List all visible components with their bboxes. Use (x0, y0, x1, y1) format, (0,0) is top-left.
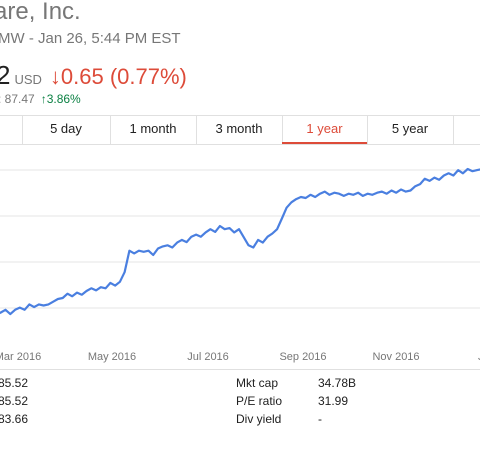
stat-low-value: 83.66 (0, 412, 29, 426)
chart-gridlines (0, 169, 480, 309)
currency-label: USD (14, 72, 42, 87)
x-tick-label: Nov 2016 (372, 351, 419, 363)
tab-divider (367, 116, 368, 144)
stat-high-value: 85.52 (0, 394, 29, 408)
tab-3-month[interactable]: 3 month (215, 121, 263, 136)
range-tabs: 5 day 1 month 3 month 1 year 5 year (0, 115, 480, 145)
x-tick-label: Sep 2016 (279, 351, 326, 363)
tab-1-year[interactable]: 1 year (282, 116, 367, 144)
price-series-line (0, 167, 480, 316)
company-name: are, Inc. (0, 0, 81, 25)
after-hours-change-value: 3.86% (46, 92, 81, 106)
stat-pe-label: P/E ratio (236, 394, 283, 408)
x-tick-label: May 2016 (88, 351, 136, 363)
price-change-value: 0.65 (0.77%) (60, 64, 187, 89)
tab-divider (110, 116, 111, 144)
tab-1-month[interactable]: 1 month (129, 121, 177, 136)
tab-divider (453, 116, 454, 144)
stat-div-yield-value: - (318, 412, 322, 426)
stat-pe-value: 31.99 (318, 394, 349, 408)
price-change: ↓0.65 (0.77%) (50, 64, 187, 89)
stat-mkt-cap-value: 34.78B (318, 376, 357, 390)
tab-5-day[interactable]: 5 day (50, 121, 82, 136)
tab-5-year[interactable]: 5 year (391, 121, 429, 136)
price-chart: Mar 2016 May 2016 Jul 2016 Sep 2016 Nov 2016… (0, 167, 480, 363)
quote-row: 2 USD ↓0.65 (0.77%) (0, 60, 187, 90)
stats-divider (0, 369, 480, 370)
exchange-time: MW - Jan 26, 5:44 PM EST (0, 30, 181, 47)
x-axis-labels: Mar 2016 May 2016 Jul 2016 Sep 2016 Nov 2016… (0, 351, 480, 363)
tab-divider (22, 116, 23, 144)
after-hours-row: : 87.47 ↑3.86% (0, 92, 81, 106)
arrow-up-icon: ↑ (40, 92, 47, 106)
x-tick-label: Jan (478, 351, 480, 363)
after-hours-price: : 87.47 (0, 92, 35, 106)
stat-open-value: 85.52 (0, 376, 29, 390)
arrow-down-icon: ↓ (49, 64, 61, 89)
x-tick-label: Jul 2016 (187, 351, 229, 363)
stat-div-yield-label: Div yield (236, 412, 282, 426)
tab-divider (282, 116, 283, 144)
x-tick-label: Mar 2016 (0, 351, 41, 363)
stat-mkt-cap-label: Mkt cap (236, 376, 279, 390)
after-hours-change: ↑3.86% (41, 92, 81, 106)
current-price: 2 (0, 60, 11, 90)
tab-divider (196, 116, 197, 144)
